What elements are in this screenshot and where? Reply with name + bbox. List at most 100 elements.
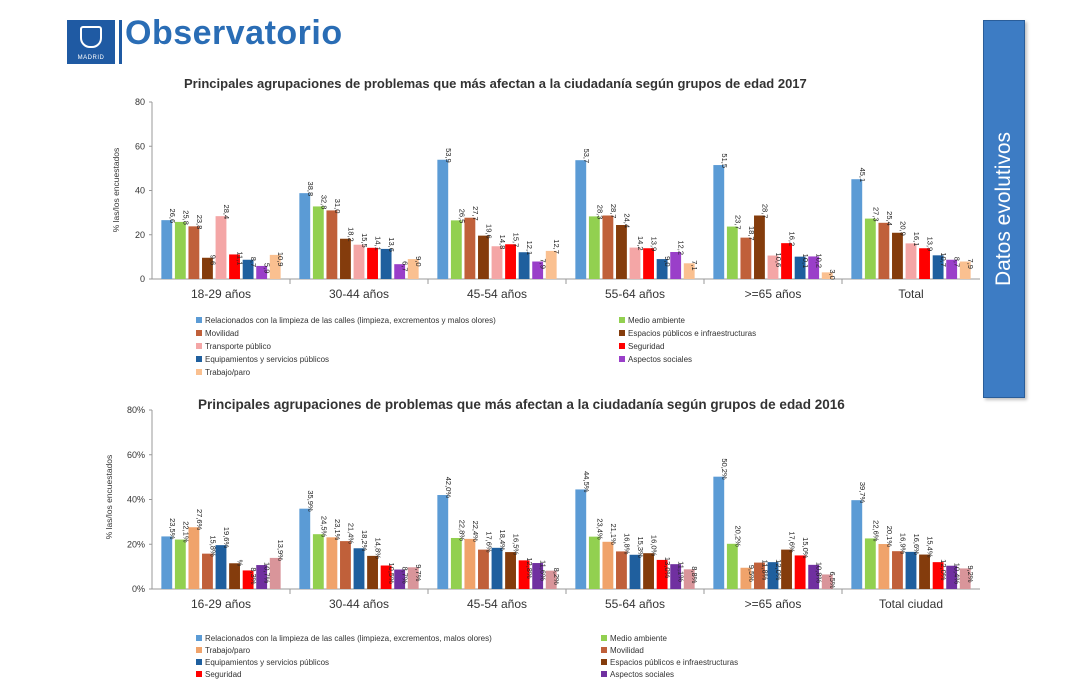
category-label: 55-64 años [605, 597, 665, 611]
bar [215, 545, 227, 589]
side-tab: Datos evolutivos [983, 20, 1025, 398]
chart-2016-title: Principales agrupaciones de problemas qu… [198, 397, 845, 412]
bar [491, 547, 503, 589]
legend-label: Equipamientos y servicios públicos [205, 355, 330, 364]
data-label: 16,0% [650, 535, 659, 557]
bar [437, 495, 449, 589]
data-label: 15,5 [360, 233, 369, 248]
legend-swatch [619, 343, 625, 349]
legend-label: Aspectos sociales [628, 355, 693, 364]
bar [161, 536, 173, 589]
legend-item: Trabajo/paro [196, 368, 250, 378]
bar [932, 562, 944, 589]
legend-swatch [601, 659, 607, 665]
bar [380, 565, 392, 589]
bar [808, 564, 820, 589]
data-label: 27,7 [471, 206, 480, 221]
bar [794, 256, 806, 279]
legend-swatch [196, 369, 202, 375]
legend-swatch [601, 635, 607, 641]
data-label: 16,5% [512, 534, 521, 556]
data-label: 28,7 [609, 204, 618, 219]
bar [242, 259, 254, 279]
data-label: 51,5 [720, 153, 729, 168]
bar [588, 536, 600, 589]
legend-label: Trabajo/paro [205, 646, 251, 655]
data-label: 20,1% [885, 526, 894, 548]
y-tick-label: 80 [135, 97, 145, 107]
bar [740, 567, 752, 589]
bar [588, 216, 600, 279]
bar [256, 265, 268, 279]
bar [380, 248, 392, 279]
data-label: 3,0 [828, 269, 837, 279]
data-label: 15,8% [208, 535, 217, 557]
bar [683, 569, 695, 589]
legend-label: Medio ambiente [628, 316, 685, 325]
data-label: 22,6% [871, 520, 880, 542]
bar [545, 570, 557, 589]
bar [269, 557, 281, 589]
data-label: 9,2% [966, 565, 975, 582]
data-label: 28,7 [760, 204, 769, 219]
data-label: 15,0% [801, 537, 810, 559]
data-label: 53,7 [582, 149, 591, 164]
bar [269, 254, 281, 279]
category-label: 16-29 años [191, 597, 251, 611]
data-label: 9,6 [208, 255, 217, 265]
bar [174, 221, 186, 279]
bar [353, 548, 365, 589]
bar [215, 216, 227, 279]
data-label: 19,6% [222, 527, 231, 549]
data-label: 7,1 [690, 260, 699, 270]
category-label: Total [898, 287, 923, 301]
y-tick-label: 20% [127, 539, 145, 549]
bar [656, 259, 668, 279]
data-label: 23,4% [595, 518, 604, 540]
bar [407, 567, 419, 589]
data-label: 16,6% [912, 534, 921, 556]
data-label: 8,7 [953, 257, 962, 267]
data-label: 25,4 [885, 211, 894, 226]
bar [326, 537, 338, 589]
data-label: 10,9 [276, 252, 285, 267]
legend-swatch [619, 317, 625, 323]
data-label: 13,9 [926, 237, 935, 252]
bar [754, 562, 765, 589]
data-label: 12,0% [774, 559, 783, 581]
data-label: 8,7 [249, 257, 258, 267]
legend-item: Medio ambiente [601, 634, 667, 644]
bar [367, 247, 378, 279]
legend-item: Movilidad [601, 646, 644, 656]
data-label: 44,5% [582, 471, 591, 493]
logo-text: Observatorio [125, 14, 343, 52]
bar [518, 252, 530, 279]
bar [518, 560, 530, 589]
data-label: 21,4% [346, 523, 355, 545]
bar [188, 226, 200, 279]
data-label: 16,2 [788, 232, 797, 247]
y-axis-title: % las/los encuestados [111, 148, 121, 233]
bar [864, 538, 876, 589]
bar [767, 255, 779, 279]
bar [407, 259, 419, 279]
bar [450, 220, 462, 279]
legend-label: Equipamientos y servicios públicos [205, 658, 330, 667]
bar [905, 243, 917, 279]
data-label: 19,6 [484, 224, 493, 239]
category-label: 55-64 años [605, 287, 665, 301]
y-tick-label: 20 [135, 230, 145, 240]
data-label: 12,0% [939, 559, 948, 581]
bar [821, 574, 833, 589]
bar [821, 272, 833, 279]
logo-city: MADRID [77, 55, 105, 61]
category-label: 30-44 años [329, 287, 389, 301]
data-label: 26,5 [457, 209, 466, 224]
data-label: 24,5% [319, 516, 328, 538]
data-label: 53,9 [444, 148, 453, 163]
legend-item: Aspectos sociales [619, 355, 692, 365]
legend-label: Movilidad [205, 329, 239, 338]
bar [616, 225, 627, 279]
data-label: 10,4% [953, 563, 962, 585]
bar [532, 563, 544, 589]
